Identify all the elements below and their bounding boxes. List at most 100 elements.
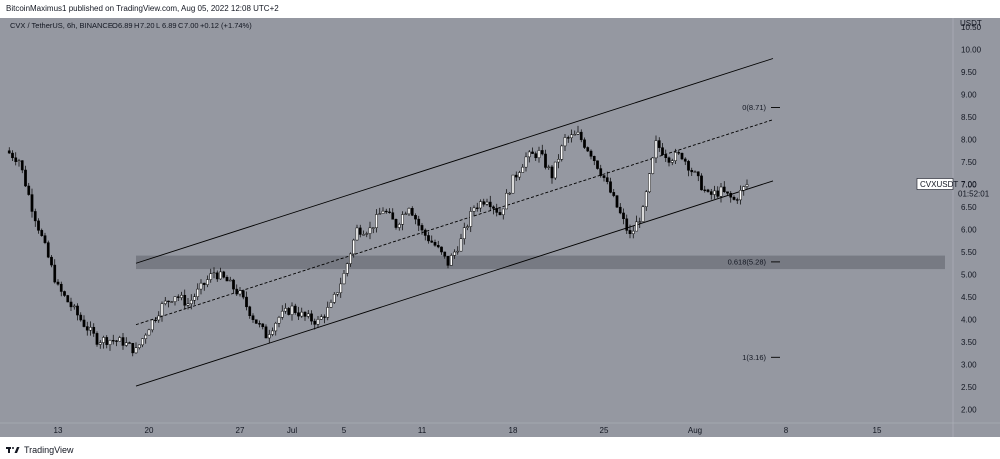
candle <box>479 199 482 212</box>
candle-body <box>618 206 622 214</box>
candle-body <box>475 207 479 209</box>
support-zone <box>136 255 945 270</box>
candle-body <box>76 305 79 316</box>
candle-body <box>722 186 726 192</box>
price-tick-label: 9.50 <box>961 68 977 77</box>
candle <box>241 289 245 300</box>
candle-body <box>290 305 294 315</box>
candle-body <box>726 191 729 194</box>
candle <box>485 198 489 206</box>
candle <box>66 294 70 303</box>
candle <box>453 249 456 259</box>
candle-body <box>180 294 183 298</box>
candle-body <box>397 224 401 228</box>
candle-body <box>79 314 83 321</box>
time-tick-label: 11 <box>418 426 427 435</box>
candle <box>215 270 219 282</box>
candle <box>693 170 697 173</box>
candle <box>189 294 193 310</box>
candle-body <box>33 211 37 222</box>
candle-body <box>258 323 261 325</box>
candle <box>167 300 170 308</box>
candle-body <box>560 145 564 160</box>
candle-body <box>349 253 352 264</box>
candle <box>449 253 453 266</box>
candle <box>576 125 580 135</box>
candle <box>466 224 469 231</box>
candle <box>440 246 443 255</box>
legend-open: 6.89 <box>118 21 133 30</box>
candle-body <box>739 190 742 201</box>
candle <box>602 175 606 182</box>
candle <box>687 159 690 177</box>
candle <box>306 309 310 319</box>
candle-body <box>492 206 495 209</box>
candle-body <box>524 156 528 168</box>
candle <box>232 278 235 294</box>
candle <box>537 146 541 163</box>
candle-body <box>147 329 151 336</box>
candle <box>703 185 707 193</box>
candle-body <box>488 201 492 208</box>
current-price-tag: CVXUSDT 7.00 01:52:01 <box>916 178 990 199</box>
candle-body <box>381 210 385 214</box>
candle <box>267 329 271 344</box>
legend-c-label: C <box>178 21 184 30</box>
candle <box>7 147 11 154</box>
candle-body <box>550 166 554 179</box>
candle <box>674 148 677 164</box>
candle-body <box>654 140 658 159</box>
candle-body <box>245 296 248 308</box>
candle <box>547 164 551 170</box>
plot-area[interactable] <box>0 18 953 423</box>
candle <box>76 303 79 321</box>
candle-body <box>602 175 606 178</box>
candle <box>501 208 505 220</box>
candle-body <box>358 227 362 235</box>
legend-h-label: H <box>134 21 139 30</box>
candle <box>742 185 746 196</box>
candle <box>284 303 287 314</box>
candle <box>280 305 284 320</box>
candle-body <box>566 137 570 139</box>
candle-body <box>167 300 170 303</box>
candle-body <box>404 213 408 215</box>
candle-body <box>284 308 287 312</box>
candle-body <box>235 288 239 295</box>
candle-body <box>157 315 161 321</box>
price-axis-panel[interactable] <box>953 18 1000 423</box>
candle-body <box>469 211 473 227</box>
candle-body <box>225 276 229 282</box>
candle-body <box>407 208 411 215</box>
candle <box>388 208 391 214</box>
candle-body <box>690 170 694 173</box>
candle-body <box>719 186 723 197</box>
candle-body <box>85 326 89 331</box>
candle <box>648 172 651 194</box>
time-axis-panel[interactable] <box>0 423 953 437</box>
candle <box>245 291 248 311</box>
candle <box>573 130 577 136</box>
candle-body <box>680 152 684 160</box>
candle <box>56 279 60 286</box>
candle <box>95 331 99 347</box>
candle-body <box>687 161 690 171</box>
candle <box>17 158 21 167</box>
candle <box>378 207 382 215</box>
time-tick-label: 13 <box>54 426 63 435</box>
candle-body <box>170 301 174 303</box>
candle <box>329 299 333 308</box>
footer-brand[interactable]: TradingView <box>6 443 74 457</box>
candle-body <box>199 282 203 290</box>
candle-body <box>586 147 590 152</box>
candle <box>365 231 369 238</box>
candle <box>726 191 729 196</box>
candle <box>235 284 239 296</box>
candle-body <box>651 157 655 174</box>
candle <box>118 335 122 342</box>
candle-body <box>212 272 216 274</box>
candle <box>111 334 115 345</box>
candle-body <box>729 192 733 198</box>
candle-body <box>121 337 125 346</box>
